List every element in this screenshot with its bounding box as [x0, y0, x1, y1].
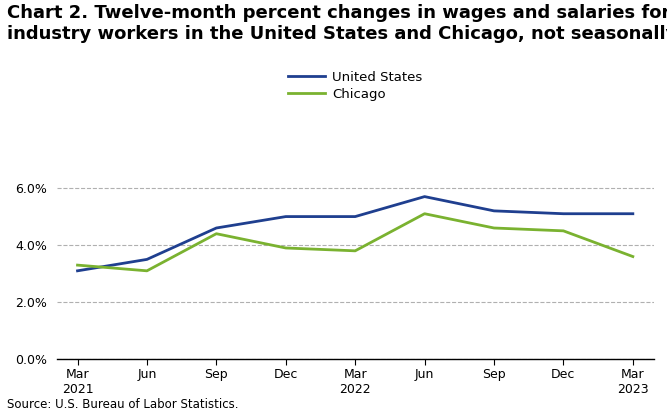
Chicago — [281, 245, 289, 250]
United States — [629, 211, 637, 216]
Line: United States: United States — [77, 197, 633, 271]
United States — [351, 214, 359, 219]
United States — [490, 209, 498, 214]
United States — [212, 225, 220, 230]
Chicago — [143, 268, 151, 273]
Chicago — [73, 263, 81, 268]
United States — [143, 257, 151, 262]
Chicago — [421, 211, 429, 216]
United States — [421, 194, 429, 199]
United States — [281, 214, 289, 219]
Chicago — [212, 231, 220, 236]
Text: Source: U.S. Bureau of Labor Statistics.: Source: U.S. Bureau of Labor Statistics. — [7, 398, 238, 411]
Chicago — [629, 254, 637, 259]
Line: Chicago: Chicago — [77, 214, 633, 271]
Text: Chart 2. Twelve-month percent changes in wages and salaries for private
industry: Chart 2. Twelve-month percent changes in… — [7, 4, 667, 43]
Chicago — [490, 225, 498, 230]
Chicago — [560, 228, 568, 233]
United States — [560, 211, 568, 216]
United States — [73, 268, 81, 273]
Chicago — [351, 248, 359, 253]
Legend: United States, Chicago: United States, Chicago — [288, 71, 422, 101]
